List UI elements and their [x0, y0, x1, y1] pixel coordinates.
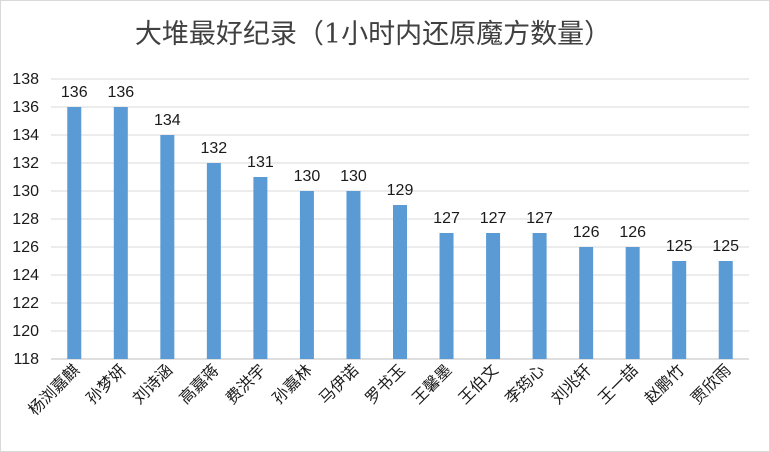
data-label: 131 [247, 154, 274, 171]
data-label: 130 [340, 168, 367, 185]
data-label: 136 [107, 84, 134, 101]
x-axis-ticks: 杨浏嘉麒 孙梦妍 刘诗涵 高嘉蒋 费洪宇 孙嘉林 马伊诺 罗书玉 王馨墨 王伯文 李筠心 刘兆轩 王一喆… [24, 360, 734, 419]
bar [439, 233, 454, 359]
bar [160, 135, 175, 359]
y-tick-label: 132 [12, 155, 39, 172]
y-tick-label: 126 [12, 239, 39, 256]
bar [113, 107, 128, 359]
y-tick-label: 134 [12, 127, 39, 144]
y-tick-label: 128 [12, 211, 39, 228]
data-label: 125 [712, 238, 739, 255]
bar [532, 233, 547, 359]
data-label: 136 [61, 84, 88, 101]
x-tick-label: 王伯文 [455, 360, 502, 407]
bar [253, 177, 268, 359]
y-axis-ticks: 118 120 122 124 126 128 130 132 134 136 138 [12, 71, 39, 368]
y-tick-label: 122 [12, 295, 39, 312]
data-label: 127 [526, 210, 553, 227]
x-tick-label: 刘兆轩 [548, 360, 595, 407]
bar [672, 261, 687, 359]
bar [486, 233, 501, 359]
data-label: 126 [619, 224, 646, 241]
bar [393, 205, 407, 359]
y-tick-label: 124 [12, 267, 39, 284]
x-tick-label: 刘诗涵 [129, 360, 176, 407]
data-label: 129 [387, 182, 414, 199]
y-tick-label: 136 [12, 99, 39, 116]
bar [718, 261, 733, 359]
data-label: 127 [480, 210, 507, 227]
x-tick-label: 贾欣雨 [687, 360, 734, 407]
x-tick-label: 李筠心 [501, 360, 548, 407]
bar [346, 191, 361, 359]
x-tick-label: 罗书玉 [361, 360, 408, 407]
x-tick-label: 高嘉蒋 [175, 360, 222, 407]
x-tick-label: 王一喆 [594, 360, 641, 407]
data-label: 125 [666, 238, 693, 255]
chart-title: 大堆最好纪录（1小时内还原魔方数量） [135, 19, 611, 50]
bars [67, 107, 733, 359]
data-label: 127 [433, 210, 460, 227]
bar [579, 247, 594, 359]
y-tick-label: 138 [12, 71, 39, 88]
x-tick-label: 杨浏嘉麒 [24, 360, 83, 419]
bar [299, 191, 314, 359]
x-tick-label: 孙梦妍 [82, 360, 129, 407]
x-tick-label: 赵鹏竹 [641, 360, 688, 407]
y-tick-label: 120 [12, 323, 39, 340]
x-tick-label: 孙嘉林 [268, 360, 315, 407]
bar [206, 163, 221, 359]
x-tick-label: 马伊诺 [315, 360, 362, 407]
data-label: 134 [154, 112, 181, 129]
y-tick-label: 130 [12, 183, 39, 200]
data-label: 126 [573, 224, 600, 241]
x-tick-label: 王馨墨 [408, 360, 455, 407]
bar [625, 247, 640, 359]
y-tick-label: 118 [13, 351, 39, 368]
data-label: 130 [294, 168, 321, 185]
x-tick-label: 费洪宇 [222, 360, 269, 407]
data-label: 132 [201, 140, 228, 157]
bar [67, 107, 82, 359]
data-labels: 136 136 134 132 131 130 130 129 127 127 127 126 126 1… [61, 84, 739, 255]
